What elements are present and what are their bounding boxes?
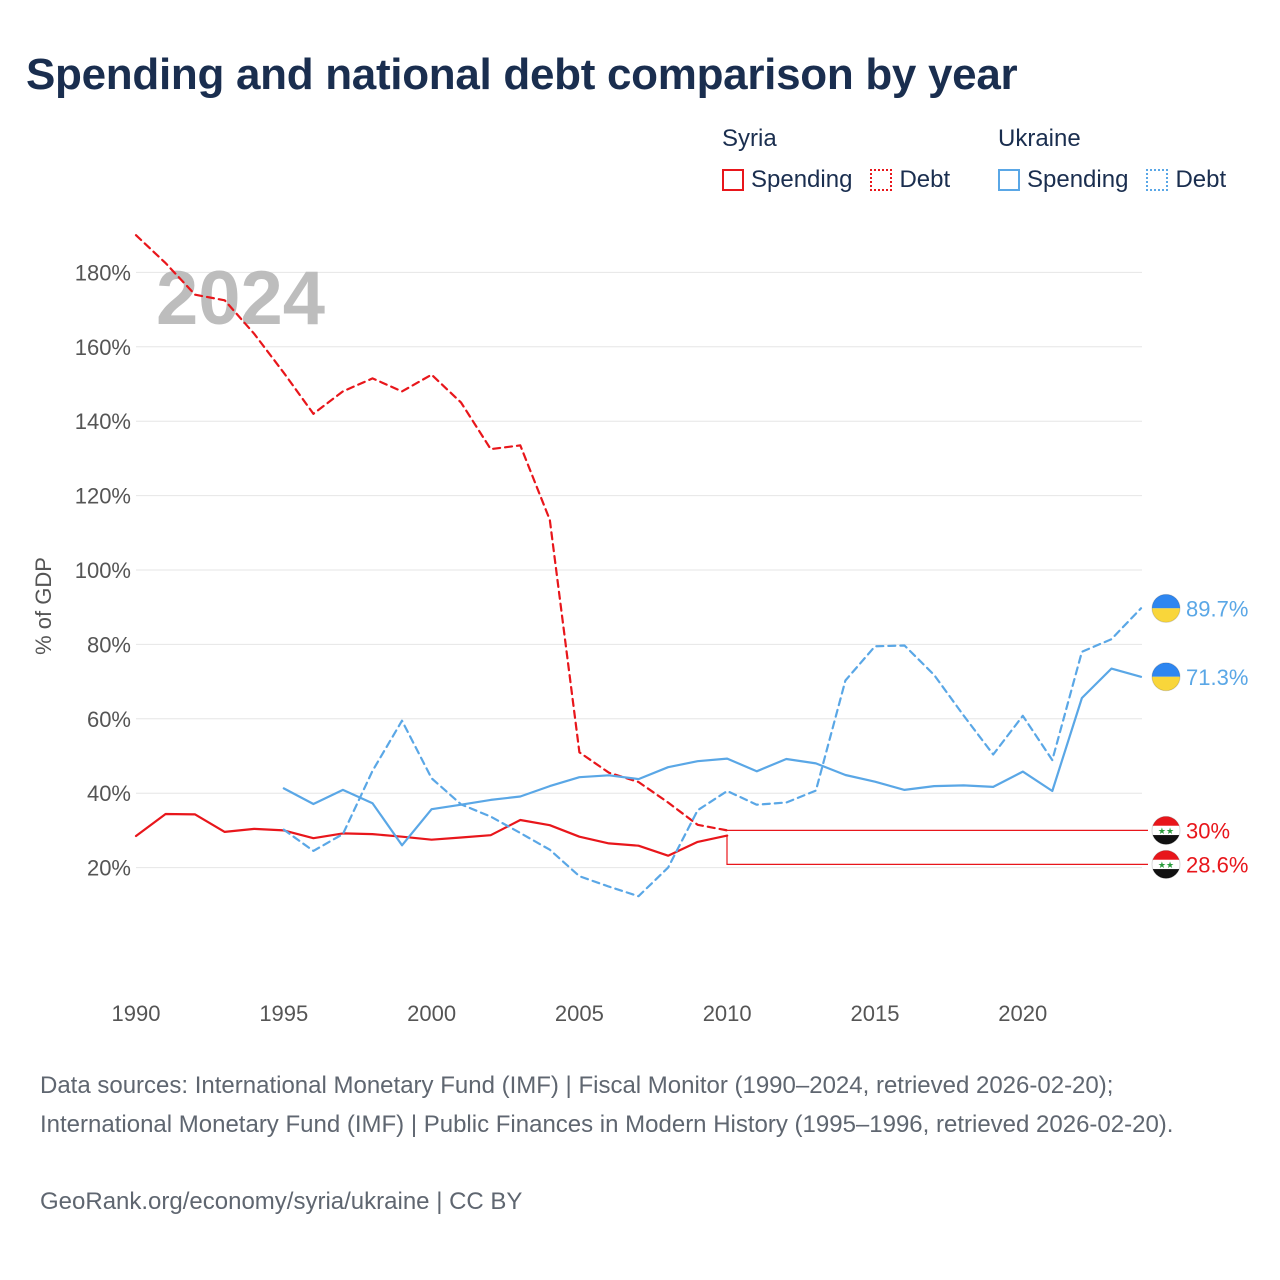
legend-item-label: Spending bbox=[1027, 166, 1129, 193]
flag-syria-icon: ★★ bbox=[1152, 850, 1180, 879]
flag-syria-icon: ★★ bbox=[1152, 816, 1180, 845]
y-axis-ticks: 20% 40% 60% 80% 100% 120% 140% 160% 180% bbox=[75, 260, 131, 880]
credit-link[interactable]: GeoRank.org/economy/syria/ukraine | CC B… bbox=[40, 1188, 523, 1215]
legend-swatch-dotted bbox=[870, 169, 893, 191]
legend-item-ukraine-spending[interactable]: Spending bbox=[998, 166, 1128, 194]
flag-ukraine-icon bbox=[1152, 662, 1180, 691]
x-tick-label: 2010 bbox=[703, 1001, 752, 1026]
y-tick-label: 60% bbox=[87, 707, 131, 732]
year-watermark: 2024 bbox=[156, 256, 325, 341]
legend-item-syria-debt[interactable]: Debt bbox=[870, 166, 950, 194]
end-label: 30% bbox=[1186, 818, 1230, 843]
flag-ukraine-icon bbox=[1152, 594, 1180, 623]
legend-swatch-solid bbox=[998, 169, 1020, 191]
label-connectors bbox=[726, 829, 1148, 866]
legend-group-label: Ukraine bbox=[998, 125, 1081, 152]
svg-text:★★: ★★ bbox=[1158, 861, 1174, 871]
x-tick-label: 2015 bbox=[850, 1001, 899, 1026]
legend-item-syria-spending[interactable]: Spending bbox=[722, 166, 852, 194]
x-axis-ticks: 1990 1995 2000 2005 2010 2015 2020 bbox=[112, 1001, 1048, 1026]
y-tick-label: 180% bbox=[75, 260, 131, 285]
line-chart: 2024 20% 40% 60% 80% 100% 120% 140% 160% 180% 19… bbox=[31, 234, 1248, 1026]
label-connector bbox=[726, 835, 1148, 866]
legend-item-label: Spending bbox=[751, 166, 853, 193]
x-tick-label: 1995 bbox=[259, 1001, 308, 1026]
legend-item-label: Debt bbox=[899, 166, 951, 193]
end-labels: 89.7% 71.3% ★★ 30% ★★ 28.6% bbox=[1151, 593, 1248, 879]
legend-swatch-dotted bbox=[1146, 169, 1169, 191]
y-tick-label: 140% bbox=[75, 409, 131, 434]
end-label: 89.7% bbox=[1186, 596, 1248, 621]
legend-group-ukraine: Ukraine Spending Debt bbox=[998, 124, 1226, 194]
chart-title: Spending and national debt comparison by… bbox=[26, 50, 1018, 99]
x-tick-label: 1990 bbox=[112, 1001, 161, 1026]
series-lines bbox=[134, 234, 1143, 898]
legend-item-label: Debt bbox=[1175, 166, 1227, 193]
legend-item-ukraine-debt[interactable]: Debt bbox=[1146, 166, 1226, 194]
gridlines bbox=[136, 271, 1142, 869]
series-line-ukraine-debt[interactable] bbox=[282, 607, 1143, 898]
series-line-ukraine-spending[interactable] bbox=[282, 667, 1143, 847]
svg-text:★★: ★★ bbox=[1158, 827, 1174, 837]
end-label: 28.6% bbox=[1186, 852, 1248, 877]
y-tick-label: 120% bbox=[75, 484, 131, 509]
legend-group-label: Syria bbox=[722, 125, 777, 152]
x-tick-label: 2020 bbox=[998, 1001, 1047, 1026]
x-tick-label: 2005 bbox=[555, 1001, 604, 1026]
y-tick-label: 20% bbox=[87, 856, 131, 881]
y-tick-label: 100% bbox=[75, 558, 131, 583]
series-line-syria-spending[interactable] bbox=[134, 812, 729, 857]
x-tick-label: 2000 bbox=[407, 1001, 456, 1026]
legend-swatch-solid bbox=[722, 169, 744, 191]
data-sources: Data sources: International Monetary Fun… bbox=[40, 1072, 1174, 1138]
end-label: 71.3% bbox=[1186, 665, 1248, 690]
y-tick-label: 40% bbox=[87, 781, 131, 806]
legend-group-syria: Syria Spending Debt bbox=[722, 124, 968, 194]
y-tick-label: 80% bbox=[87, 632, 131, 657]
y-tick-label: 160% bbox=[75, 335, 131, 360]
y-axis-label: % of GDP bbox=[31, 557, 56, 655]
